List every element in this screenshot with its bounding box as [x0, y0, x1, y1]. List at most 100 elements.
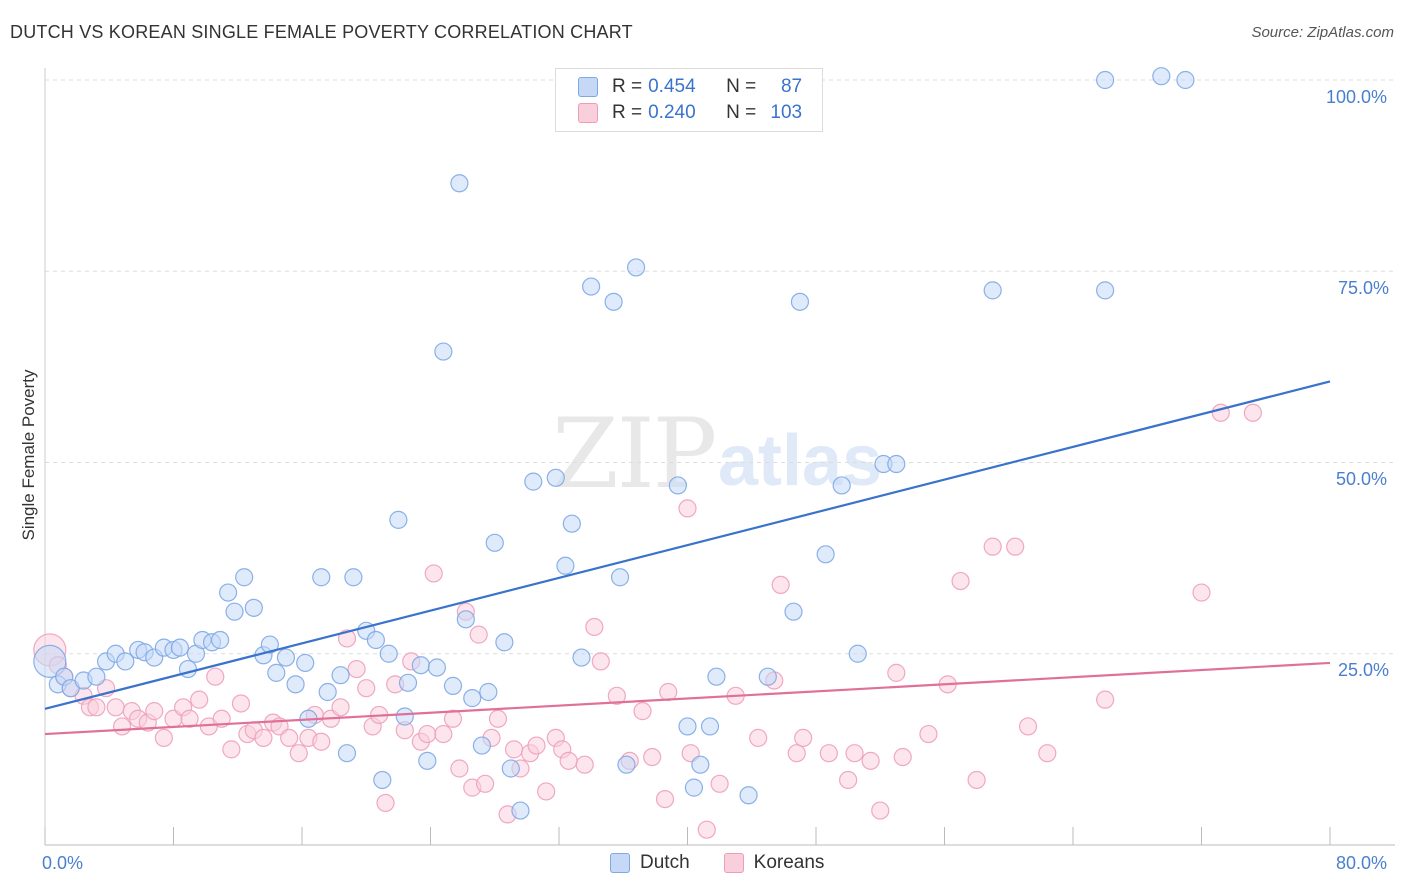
korean-point: [488, 709, 508, 728]
korean-point: [504, 740, 524, 759]
dutch-point: [617, 755, 636, 774]
series-legend: Dutch Koreans: [610, 852, 858, 874]
korean-point: [871, 801, 890, 820]
korean-point: [289, 744, 308, 763]
korean-point: [607, 686, 626, 705]
dutch-point: [479, 682, 498, 702]
korean-point: [845, 744, 864, 763]
korean-point: [527, 736, 546, 755]
legend-row-korean: R = 0.240 N = 103: [578, 100, 802, 126]
y-tick-label: 100.0%: [1326, 87, 1388, 107]
korean-point: [794, 728, 813, 748]
korean-series: [33, 403, 1263, 839]
dutch-point: [418, 751, 437, 770]
korean-point: [787, 744, 806, 763]
dutch-point: [379, 644, 398, 663]
korean-point: [347, 659, 366, 679]
y-tick-label: 75.0%: [1338, 278, 1390, 298]
n-label: N =: [726, 102, 757, 123]
dutch-point: [1152, 67, 1171, 86]
dutch-point: [668, 476, 687, 495]
dutch-n-value: 87: [780, 76, 803, 97]
dutch-point: [456, 610, 475, 629]
dutch-point: [501, 759, 520, 778]
trend-lines: [44, 380, 1331, 736]
korean-point: [633, 702, 652, 721]
dutch-point: [485, 533, 504, 552]
dutch-point: [427, 658, 447, 677]
korean-point: [280, 728, 299, 748]
watermark-atlas: atlas: [718, 421, 883, 501]
dutch-point: [312, 568, 331, 587]
dutch-point: [244, 598, 263, 617]
korean-point: [180, 709, 199, 728]
korean-point: [357, 679, 376, 698]
korean-point: [424, 564, 443, 583]
korean-point: [434, 724, 453, 744]
korean-point: [1006, 537, 1025, 556]
dutch-point: [318, 682, 337, 702]
dutch-trend-line: [44, 380, 1331, 710]
dutch-point: [389, 510, 408, 529]
x-tick-label: 0.0%: [42, 853, 84, 873]
korean-point: [697, 820, 716, 839]
korean-point: [112, 717, 132, 736]
korean-point: [1243, 403, 1263, 422]
korean-point: [655, 789, 675, 809]
dutch-point: [344, 568, 363, 587]
korean-point: [190, 690, 209, 709]
axes: [44, 68, 1395, 846]
korean-point: [87, 698, 106, 717]
korean-point: [443, 709, 463, 728]
dutch-point: [495, 633, 514, 652]
korean-point: [678, 499, 697, 518]
y-axis-label: Single Female Poverty: [19, 369, 38, 541]
dutch-point: [411, 656, 430, 675]
dutch-point: [582, 277, 601, 296]
dutch-point: [684, 778, 704, 797]
dutch-point: [267, 663, 286, 682]
dutch-point: [691, 755, 710, 774]
dutch-point: [463, 689, 482, 708]
dutch-point: [170, 638, 190, 657]
korean-point: [376, 793, 395, 813]
dutch-point: [395, 707, 414, 726]
legend-label-koreans: Koreans: [753, 852, 825, 873]
korean-point: [919, 724, 938, 744]
dutch-point: [758, 667, 777, 686]
korean-point: [643, 747, 662, 767]
legend-item-dutch[interactable]: Dutch: [610, 852, 690, 874]
dutch-point: [1096, 70, 1115, 90]
dutch-point: [511, 801, 530, 820]
korean-swatch: [723, 853, 744, 873]
korean-point: [476, 774, 495, 793]
dutch-point: [546, 468, 565, 487]
korean-point: [154, 728, 173, 748]
korean-point: [710, 774, 729, 793]
korean-r-value: 0.240: [648, 102, 696, 123]
dutch-swatch: [578, 77, 598, 97]
grid-lines: [45, 79, 1395, 655]
korean-point: [591, 652, 610, 671]
dutch-point: [33, 644, 67, 679]
korean-point: [450, 759, 469, 778]
korean-point: [861, 751, 880, 770]
korean-point: [575, 755, 594, 774]
dutch-point: [219, 583, 238, 602]
dutch-point: [887, 454, 906, 474]
korean-point: [967, 770, 986, 790]
legend-item-koreans[interactable]: Koreans: [723, 852, 825, 874]
korean-point: [1018, 717, 1038, 736]
korean-point: [145, 702, 164, 721]
n-label: N =: [726, 76, 757, 97]
korean-point: [106, 698, 125, 717]
dutch-point: [366, 630, 385, 650]
dutch-point: [398, 673, 418, 692]
watermark-zip: ZIP: [552, 398, 717, 510]
stats-legend: R = 0.454 N = 87 R = 0.240 N = 103: [555, 68, 823, 132]
legend-label-dutch: Dutch: [640, 852, 690, 873]
korean-point: [559, 751, 578, 770]
dutch-point: [524, 472, 543, 491]
dutch-point: [556, 556, 575, 575]
